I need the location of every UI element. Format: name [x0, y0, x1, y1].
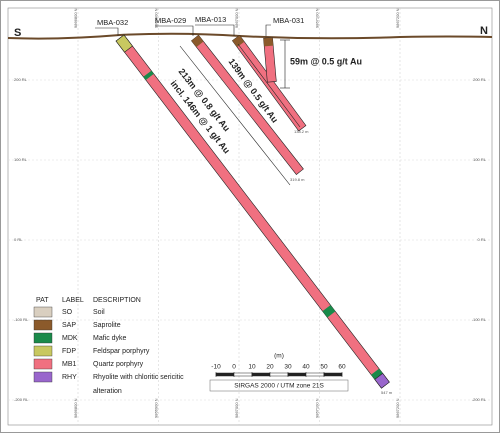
scale-segment	[323, 372, 343, 377]
rhy-segment	[374, 372, 390, 389]
scale-segment	[269, 372, 289, 377]
legend-label: SO	[62, 309, 73, 316]
legend-swatch	[33, 345, 53, 357]
hole-mba-032	[115, 34, 390, 389]
hole-mba-031	[263, 37, 277, 83]
northing-label: 9866900 N	[154, 398, 159, 418]
legend-description: Feldspar porphyry	[93, 348, 150, 355]
northing-label: 9866900 N	[154, 8, 159, 28]
scale-segment	[305, 372, 325, 377]
legend: PAT LABEL DESCRIPTION SO Soil SAP Saprolite…	[33, 297, 184, 395]
hole-label: MBA-031	[273, 16, 304, 25]
legend-label: MB1	[62, 361, 77, 368]
rl-label: 0 RL	[14, 237, 23, 242]
northing-label: 9867000 N	[234, 398, 239, 418]
legend-header: PAT	[36, 297, 49, 304]
sap-segment	[191, 35, 204, 48]
legend-label: SAP	[62, 322, 76, 329]
scale-tick-label: 20	[266, 364, 274, 371]
rl-label: 0 RL	[478, 237, 487, 242]
scale-segment	[233, 372, 253, 377]
inner-frame	[7, 7, 493, 426]
scale-tick-label: 40	[302, 364, 310, 371]
northing-label: 9867200 N	[395, 8, 400, 28]
legend-swatch	[33, 332, 53, 344]
scale-tick-label: 60	[338, 364, 346, 371]
legend-label: RHY	[62, 374, 77, 381]
scale-bar: -10 0 10 20 30 40 50 60 (m) SIRGAS 2000 / UTM zon…	[209, 353, 349, 392]
legend-header: DESCRIPTION	[93, 297, 141, 304]
rl-label: 100 RL	[473, 157, 487, 162]
projection-label: SIRGAS 2000 / UTM zone 21S	[234, 383, 324, 390]
rl-label: -200 RL	[472, 397, 487, 402]
northing-label: 9867000 N	[234, 8, 239, 28]
scale-tick-label: 0	[232, 364, 236, 371]
scale-tick-label: 50	[320, 364, 328, 371]
legend-description: Rhyolite with chloritic sericitic	[93, 374, 184, 381]
rl-label: 200 RL	[14, 77, 28, 82]
intercept-brackets	[179, 39, 301, 186]
north-label: N	[480, 25, 488, 37]
intercept-label: 59m @ 0.5 g/t Au	[290, 56, 362, 66]
legend-swatch	[33, 358, 53, 370]
legend-swatch	[33, 371, 53, 383]
fdp-segment	[115, 34, 133, 53]
hole-mba-029	[191, 34, 304, 175]
legend-description: Mafic dyke	[93, 335, 127, 342]
scale-tick-label: 30	[284, 364, 292, 371]
legend-description: alteration	[93, 388, 122, 395]
depth-label: 319.8 m	[290, 177, 305, 182]
rl-label: -100 RL	[14, 317, 29, 322]
mdk-segment	[322, 305, 336, 318]
scale-segment	[215, 372, 235, 377]
sap-segment	[263, 37, 274, 47]
legend-label: MDK	[62, 335, 78, 342]
legend-description: Quartz porphyry	[93, 361, 144, 368]
scale-segment	[287, 372, 307, 377]
rl-label: 200 RL	[473, 77, 487, 82]
legend-label: FDP	[62, 348, 76, 355]
rl-label: 100 RL	[14, 157, 28, 162]
legend-description: Soil	[93, 309, 105, 316]
south-label: S	[14, 27, 21, 39]
northing-label: 9867100 N	[315, 8, 320, 28]
sap-segment	[232, 35, 245, 48]
rl-label: -200 RL	[14, 397, 29, 402]
scale-unit: (m)	[274, 353, 284, 360]
hole-label: MBA-032	[97, 18, 128, 27]
projection-box	[209, 379, 349, 392]
collar-leaders	[95, 24, 271, 36]
hole-label: MBA-013	[195, 15, 226, 24]
northing-label: 9866800 N	[73, 8, 78, 28]
depth-label: 138.2 m	[294, 129, 309, 134]
legend-swatch	[33, 319, 53, 331]
scale-tick-label: -10	[211, 364, 221, 371]
scale-tick-label: 10	[248, 364, 256, 371]
legend-swatch	[33, 306, 53, 318]
hole-label: MBA-029	[155, 16, 186, 25]
rl-label: -100 RL	[472, 317, 487, 322]
northing-label: 9867200 N	[395, 398, 400, 418]
northing-label: 9867100 N	[315, 398, 320, 418]
legend-header: LABEL	[62, 297, 84, 304]
mdk-segment	[371, 368, 383, 380]
mdk-segment	[143, 70, 154, 80]
scale-segment	[251, 372, 271, 377]
depth-label: 547 m	[381, 390, 393, 395]
northing-label: 9866800 N	[73, 398, 78, 418]
legend-description: Saprolite	[93, 322, 121, 329]
